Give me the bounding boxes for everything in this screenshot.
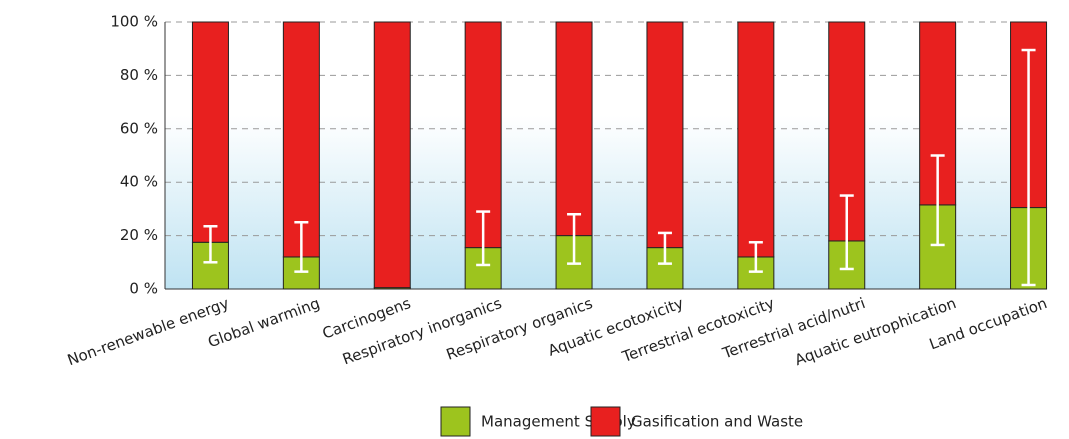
y-tick-label: 20 % bbox=[120, 226, 158, 244]
bar-segment bbox=[191, 21, 229, 243]
legend-swatch bbox=[440, 406, 471, 437]
x-tick-label: Respiratory inorganics bbox=[340, 294, 504, 368]
error-bar bbox=[567, 212, 582, 265]
y-tick-label: 100 % bbox=[110, 13, 158, 31]
y-tick-label: 80 % bbox=[120, 66, 158, 84]
error-bar bbox=[839, 194, 854, 271]
x-tick-label: Aquatic eutrophication bbox=[792, 294, 958, 369]
bar-segment bbox=[464, 21, 502, 249]
bar-segment bbox=[373, 21, 411, 289]
error-bar bbox=[294, 221, 309, 273]
bar-segment bbox=[646, 21, 684, 249]
error-bar bbox=[748, 241, 763, 273]
error-bar bbox=[930, 154, 945, 247]
error-bar bbox=[203, 225, 218, 264]
x-tick-label: Non-renewable energy bbox=[65, 294, 232, 369]
error-bar bbox=[476, 210, 491, 267]
error-bar bbox=[657, 231, 672, 265]
x-tick-label: Terrestrial ecotoxicity bbox=[619, 294, 777, 366]
y-tick-label: 60 % bbox=[120, 119, 158, 137]
legend-swatch bbox=[590, 406, 621, 437]
y-tick-label: 0 % bbox=[129, 280, 158, 298]
y-tick-label: 40 % bbox=[120, 173, 158, 191]
error-bar bbox=[1021, 48, 1036, 287]
bar-segment bbox=[555, 21, 593, 237]
bar-segment bbox=[282, 21, 320, 258]
bar-segment bbox=[737, 21, 775, 258]
legend-label: Gasification and Waste bbox=[631, 413, 803, 431]
